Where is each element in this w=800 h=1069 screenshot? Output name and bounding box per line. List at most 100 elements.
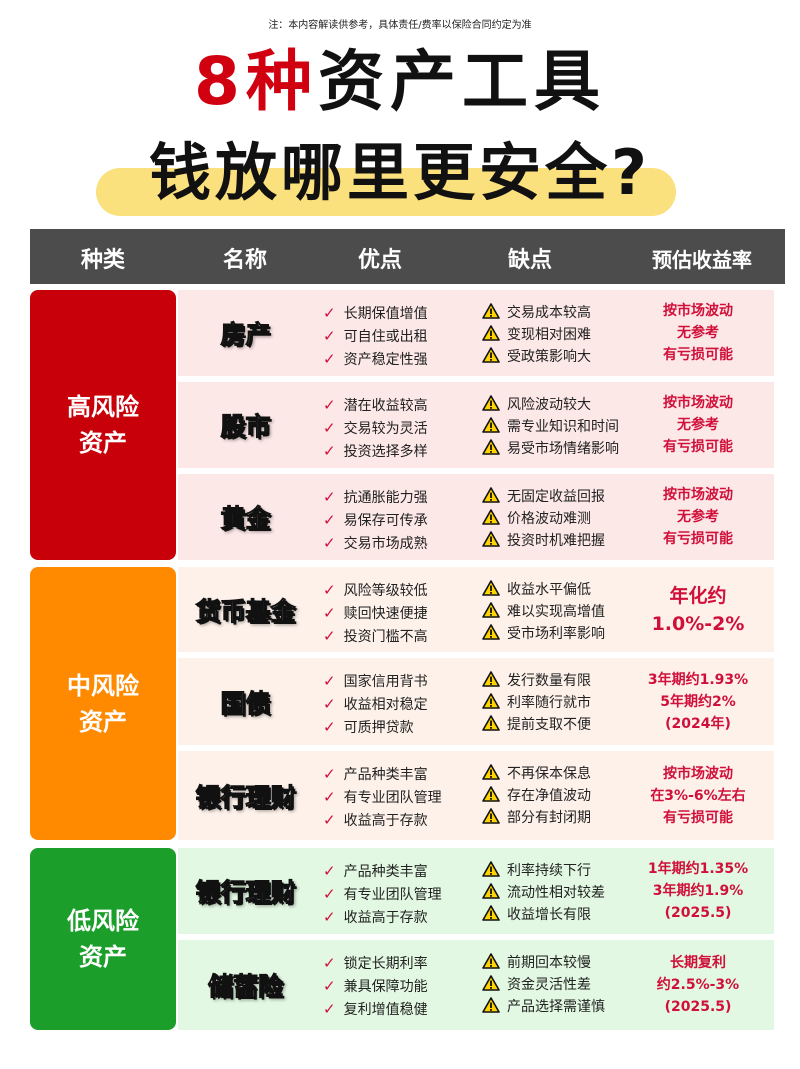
pro-text: 长期保值增值: [343, 306, 428, 322]
warning-icon: [482, 602, 500, 618]
table-header: 种类 名称 优点 缺点 预估收益率: [30, 229, 785, 284]
header-name: 名称: [222, 248, 268, 273]
table-row: 房产 ✓ 长期保值增值 ✓ 可自住或出租 ✓ 资产稳定性强 交易成本较高 变现相对困难 受政策影响…: [178, 290, 774, 376]
warning-icon: [482, 997, 500, 1013]
asset-name: 货币基金: [195, 596, 296, 626]
con-item: 资金灵活性差: [482, 974, 605, 996]
con-text: 交易成本较高: [507, 305, 591, 321]
con-text: 易受市场情绪影响: [507, 441, 619, 457]
pro-text: 投资选择多样: [343, 444, 428, 460]
rate-line: 有亏损可能: [663, 347, 733, 363]
check-icon: ✓: [323, 304, 336, 322]
pro-item: ✓ 潜在收益较高: [323, 394, 428, 417]
con-item: 发行数量有限: [482, 670, 591, 692]
page-title: 8种资产工具: [0, 42, 800, 122]
title-rest: 资产工具: [317, 43, 606, 120]
risk-group-high: 高风险 资产 房产 ✓ 长期保值增值 ✓ 可自住或出租 ✓ 资产稳定性强 交易成本较高 变现相对困…: [30, 290, 775, 560]
con-item: 价格波动难测: [482, 508, 605, 530]
pro-text: 抗通胀能力强: [343, 490, 428, 506]
pro-text: 有专业团队管理: [343, 790, 442, 806]
rate-line: 无参考: [677, 417, 719, 433]
check-icon: ✓: [323, 511, 336, 529]
pro-text: 可质押贷款: [343, 720, 414, 736]
rate-line: 无参考: [677, 509, 719, 525]
pros-list: ✓ 长期保值增值 ✓ 可自住或出租 ✓ 资产稳定性强: [323, 302, 428, 371]
pros-list: ✓ 风险等级较低 ✓ 赎回快速便捷 ✓ 投资门槛不高: [323, 579, 428, 648]
expected-rate: 3年期约1.93% 5年期约2% (2024年): [623, 658, 773, 745]
pros-list: ✓ 产品种类丰富 ✓ 有专业团队管理 ✓ 收益高于存款: [323, 860, 442, 929]
expected-rate: 按市场波动 无参考 有亏损可能: [623, 474, 773, 560]
warning-icon: [482, 861, 500, 877]
con-text: 利率持续下行: [507, 863, 591, 879]
pro-item: ✓ 收益高于存款: [323, 809, 442, 832]
warning-icon: [482, 347, 500, 363]
warning-icon: [482, 671, 500, 687]
check-icon: ✓: [323, 811, 336, 829]
con-item: 受市场利率影响: [482, 623, 605, 645]
asset-name: 房产: [220, 320, 271, 350]
pro-item: ✓ 投资门槛不高: [323, 625, 428, 648]
check-icon: ✓: [323, 788, 336, 806]
con-item: 收益增长有限: [482, 904, 605, 926]
con-text: 前期回本较慢: [507, 955, 591, 971]
pro-item: ✓ 抗通胀能力强: [323, 486, 428, 509]
asset-name: 银行理财: [195, 878, 296, 908]
con-text: 资金灵活性差: [507, 977, 591, 993]
warning-icon: [482, 531, 500, 547]
disclaimer-note: 注：本内容解读供参考，具体责任/费率以保险合同约定为准: [268, 20, 532, 31]
pro-text: 赎回快速便捷: [343, 606, 428, 622]
pro-text: 易保存可传承: [343, 513, 428, 529]
pro-item: ✓ 可自住或出租: [323, 325, 428, 348]
con-text: 提前支取不便: [507, 717, 591, 733]
pro-item: ✓ 复利增值稳健: [323, 998, 428, 1021]
rate-line: 3年期约1.93%: [647, 671, 749, 688]
con-text: 发行数量有限: [507, 673, 591, 689]
pro-text: 复利增值稳健: [343, 1002, 428, 1018]
con-text: 难以实现高增值: [507, 604, 605, 620]
con-text: 部分有封闭期: [507, 810, 591, 826]
pro-item: ✓ 可质押贷款: [323, 716, 428, 739]
warning-icon: [482, 808, 500, 824]
rate-line: 年化约: [669, 584, 727, 607]
con-item: 提前支取不便: [482, 714, 591, 736]
rate-line: 无参考: [677, 325, 719, 341]
con-item: 部分有封闭期: [482, 807, 591, 829]
con-item: 利率随行就市: [482, 692, 591, 714]
con-item: 不再保本保息: [482, 763, 591, 785]
con-text: 需专业知识和时间: [507, 419, 619, 435]
pros-list: ✓ 产品种类丰富 ✓ 有专业团队管理 ✓ 收益高于存款: [323, 763, 442, 832]
pro-item: ✓ 投资选择多样: [323, 440, 428, 463]
con-text: 收益水平偏低: [507, 582, 591, 598]
con-item: 受政策影响大: [482, 346, 591, 368]
expected-rate: 按市场波动 在3%-6%左右 有亏损可能: [623, 751, 773, 840]
table-row: 黄金 ✓ 抗通胀能力强 ✓ 易保存可传承 ✓ 交易市场成熟 无固定收益回报 价格波动难测 投资时机…: [178, 474, 774, 560]
con-text: 投资时机难把握: [507, 533, 605, 549]
pro-item: ✓ 产品种类丰富: [323, 860, 442, 883]
cons-list: 不再保本保息 存在净值波动 部分有封闭期: [482, 763, 591, 829]
rate-line: 按市场波动: [663, 395, 733, 411]
check-icon: ✓: [323, 908, 336, 926]
pro-item: ✓ 收益高于存款: [323, 906, 442, 929]
check-icon: ✓: [323, 442, 336, 460]
expected-rate: 按市场波动无参考有亏损可能: [623, 290, 773, 376]
con-text: 无固定收益回报: [507, 489, 605, 505]
warning-icon: [482, 975, 500, 991]
rate-line: 按市场波动: [663, 765, 733, 782]
warning-icon: [482, 417, 500, 433]
header-rate: 预估收益率: [652, 248, 752, 272]
rate-line: 按市场波动: [663, 487, 733, 503]
header-cons: 缺点: [507, 248, 553, 273]
con-item: 流动性相对较差: [482, 882, 605, 904]
pro-text: 产品种类丰富: [343, 864, 428, 880]
pro-text: 收益相对稳定: [343, 697, 428, 713]
pro-item: ✓ 风险等级较低: [323, 579, 428, 602]
check-icon: ✓: [323, 718, 336, 736]
asset-name: 储蓄险: [207, 972, 283, 1002]
warning-icon: [482, 764, 500, 780]
warning-icon: [482, 325, 500, 341]
expected-rate: 长期复利 约2.5%-3% (2025.5): [623, 940, 773, 1030]
check-icon: ✓: [323, 488, 336, 506]
check-icon: ✓: [323, 862, 336, 880]
pro-text: 交易较为灵活: [343, 421, 428, 437]
rate-line: 按市场波动: [663, 303, 733, 319]
